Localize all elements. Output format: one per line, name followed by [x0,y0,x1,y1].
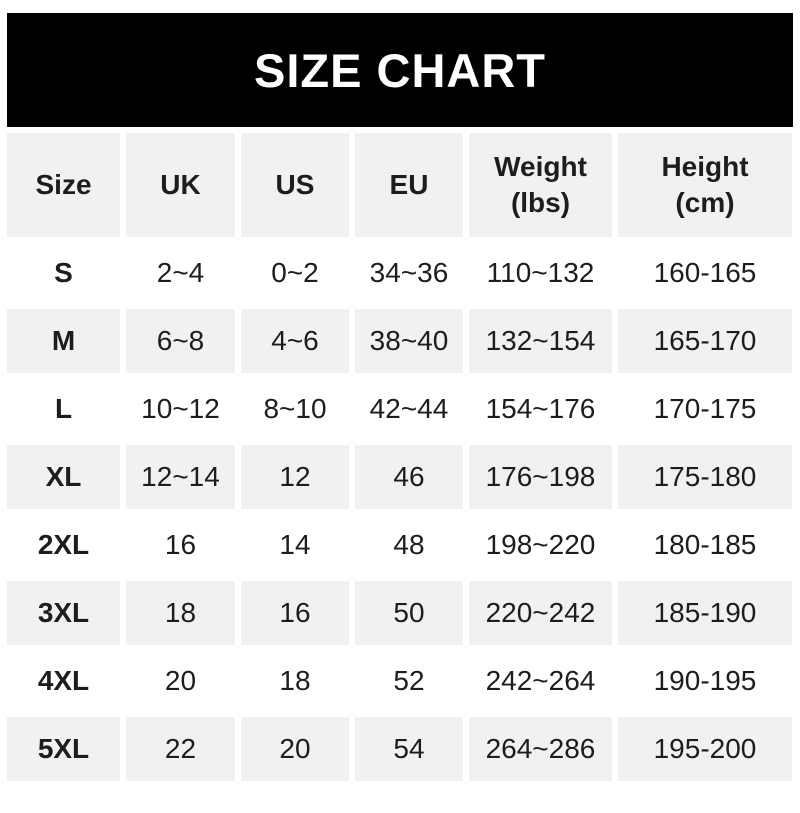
table-cell-eu: 48 [355,513,463,577]
table-cell-height: 160-165 [618,241,792,305]
table-cell-eu: 42~44 [355,377,463,441]
column-header-eu: EU [355,133,463,237]
table-cell-uk: 10~12 [126,377,235,441]
column-header-weight: Weight (lbs) [469,133,612,237]
table-cell-height: 180-185 [618,513,792,577]
table-cell-size: L [7,377,120,441]
table-cell-weight: 264~286 [469,717,612,781]
table-cell-eu: 46 [355,445,463,509]
table-cell-uk: 2~4 [126,241,235,305]
table-cell-weight: 110~132 [469,241,612,305]
table-cell-size: 4XL [7,649,120,713]
page-title: SIZE CHART [254,43,546,97]
table-cell-us: 20 [241,717,349,781]
table-cell-size: 5XL [7,717,120,781]
table-cell-size: S [7,241,120,305]
table-cell-weight: 198~220 [469,513,612,577]
column-header-size: Size [7,133,120,237]
table-cell-weight: 220~242 [469,581,612,645]
table-cell-height: 190-195 [618,649,792,713]
table-cell-eu: 38~40 [355,309,463,373]
table-cell-uk: 16 [126,513,235,577]
table-cell-uk: 22 [126,717,235,781]
column-header-height: Height (cm) [618,133,792,237]
table-cell-size: 2XL [7,513,120,577]
table-cell-weight: 176~198 [469,445,612,509]
table-cell-size: M [7,309,120,373]
table-cell-weight: 242~264 [469,649,612,713]
table-cell-us: 0~2 [241,241,349,305]
table-cell-height: 165-170 [618,309,792,373]
table-cell-us: 16 [241,581,349,645]
table-cell-eu: 34~36 [355,241,463,305]
table-cell-us: 12 [241,445,349,509]
size-chart-table: Size UK US EU Weight (lbs) Height (cm) S… [7,133,793,781]
table-cell-height: 170-175 [618,377,792,441]
title-banner: SIZE CHART [7,13,793,127]
table-cell-us: 18 [241,649,349,713]
table-cell-eu: 54 [355,717,463,781]
table-cell-us: 4~6 [241,309,349,373]
table-cell-uk: 6~8 [126,309,235,373]
table-cell-height: 185-190 [618,581,792,645]
table-cell-height: 195-200 [618,717,792,781]
table-cell-us: 8~10 [241,377,349,441]
table-cell-eu: 52 [355,649,463,713]
table-cell-size: XL [7,445,120,509]
table-cell-size: 3XL [7,581,120,645]
table-cell-weight: 154~176 [469,377,612,441]
table-cell-us: 14 [241,513,349,577]
table-cell-uk: 12~14 [126,445,235,509]
table-cell-weight: 132~154 [469,309,612,373]
column-header-us: US [241,133,349,237]
table-cell-eu: 50 [355,581,463,645]
table-cell-height: 175-180 [618,445,792,509]
table-cell-uk: 20 [126,649,235,713]
column-header-uk: UK [126,133,235,237]
table-cell-uk: 18 [126,581,235,645]
